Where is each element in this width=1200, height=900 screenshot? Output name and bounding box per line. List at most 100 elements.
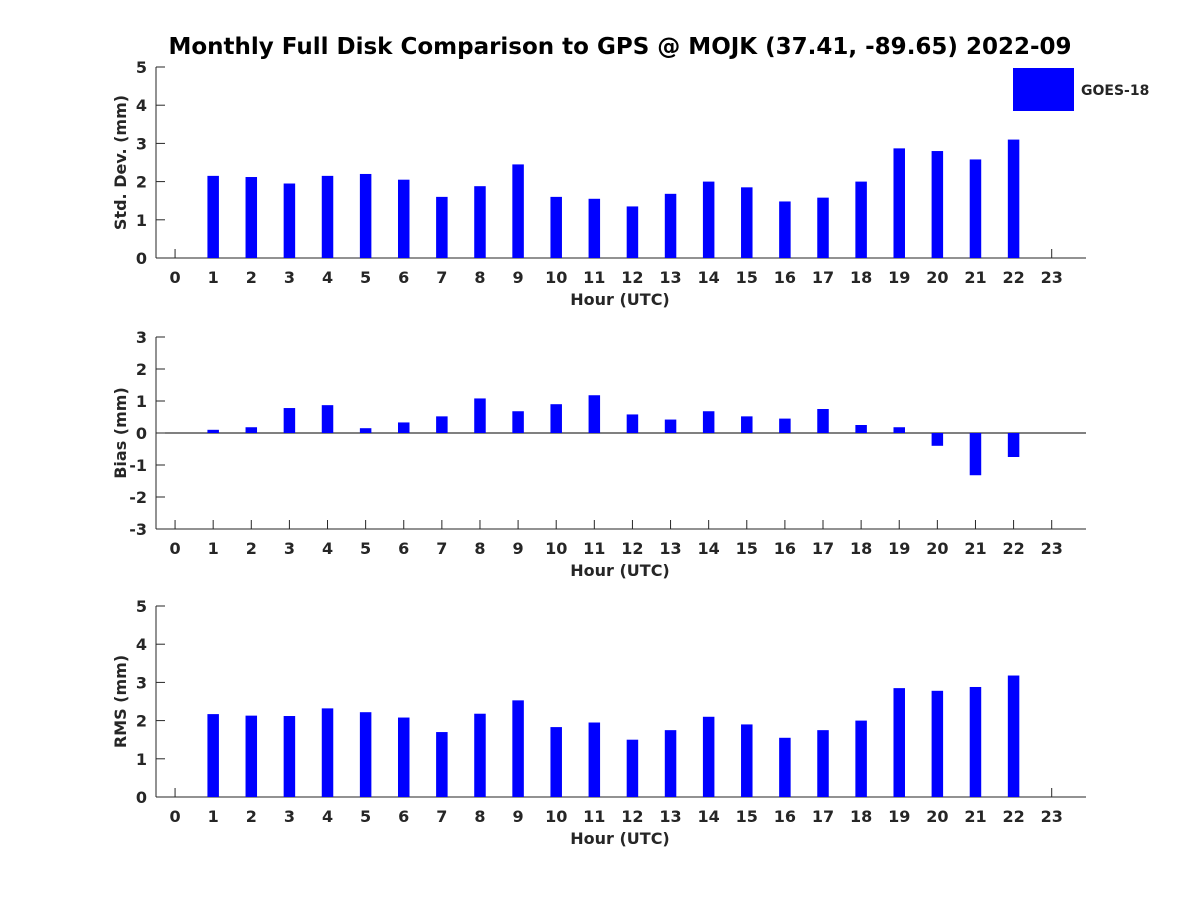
- bar: [702, 411, 715, 433]
- x-tick-label: 19: [888, 807, 910, 826]
- y-tick-label: 2: [136, 712, 147, 731]
- x-tick-label: 18: [850, 539, 872, 558]
- x-tick-label: 8: [474, 539, 485, 558]
- bar: [436, 196, 448, 258]
- bar: [283, 183, 296, 258]
- x-tick-label: 4: [322, 539, 333, 558]
- x-tick-label: 15: [736, 539, 758, 558]
- x-tick-label: 6: [398, 807, 409, 826]
- x-tick-label: 11: [583, 539, 605, 558]
- bar: [245, 177, 258, 258]
- x-tick-label: 18: [850, 268, 872, 287]
- x-axis-label: Hour (UTC): [570, 290, 670, 309]
- x-tick-label: 17: [812, 807, 834, 826]
- legend-swatch: [1013, 68, 1074, 111]
- x-tick-label: 20: [926, 539, 948, 558]
- bar: [321, 708, 334, 797]
- bar: [436, 416, 448, 433]
- bar: [474, 186, 486, 258]
- bar: [283, 716, 296, 797]
- x-tick-label: 18: [850, 807, 872, 826]
- bar: [931, 151, 944, 258]
- bar: [1007, 675, 1020, 797]
- x-tick-label: 17: [812, 539, 834, 558]
- x-tick-label: 3: [284, 539, 295, 558]
- chart-title: Monthly Full Disk Comparison to GPS @ MO…: [168, 34, 1071, 60]
- bar: [207, 429, 219, 433]
- x-tick-label: 23: [1041, 539, 1063, 558]
- bar: [436, 732, 448, 797]
- x-tick-label: 8: [474, 268, 485, 287]
- y-tick-label: 5: [136, 58, 147, 77]
- y-axis-label: Bias (mm): [111, 387, 130, 479]
- y-tick-label: -2: [129, 488, 147, 507]
- bar: [626, 206, 639, 258]
- x-tick-label: 23: [1041, 807, 1063, 826]
- x-axis-label: Hour (UTC): [570, 829, 670, 848]
- bar: [245, 427, 258, 433]
- bar: [359, 428, 372, 433]
- x-tick-label: 0: [169, 268, 180, 287]
- x-tick-label: 13: [659, 539, 681, 558]
- x-tick-label: 2: [246, 539, 257, 558]
- x-tick-label: 1: [208, 539, 219, 558]
- y-tick-label: 1: [136, 392, 147, 411]
- bar: [779, 737, 791, 797]
- bar: [512, 700, 524, 797]
- y-tick-label: 0: [136, 249, 147, 268]
- y-tick-label: 5: [136, 597, 147, 616]
- x-tick-label: 2: [246, 268, 257, 287]
- bar: [512, 411, 524, 433]
- x-tick-label: 5: [360, 539, 371, 558]
- bar: [550, 196, 562, 258]
- bar: [474, 713, 486, 797]
- y-axis-label: Std. Dev. (mm): [111, 95, 130, 230]
- bar: [588, 198, 601, 258]
- x-tick-label: 6: [398, 539, 409, 558]
- x-tick-label: 12: [621, 807, 643, 826]
- x-tick-label: 15: [736, 268, 758, 287]
- bar: [1007, 433, 1020, 457]
- x-tick-label: 20: [926, 268, 948, 287]
- bar: [207, 714, 219, 797]
- y-tick-label: 1: [136, 211, 147, 230]
- bar: [779, 201, 791, 258]
- bar: [931, 690, 944, 797]
- x-tick-label: 11: [583, 268, 605, 287]
- x-tick-label: 12: [621, 268, 643, 287]
- bar: [893, 688, 905, 797]
- bar: [893, 148, 905, 258]
- x-tick-label: 9: [513, 268, 524, 287]
- x-tick-label: 4: [322, 807, 333, 826]
- x-tick-label: 19: [888, 268, 910, 287]
- bar: [779, 418, 791, 433]
- x-tick-label: 16: [774, 268, 796, 287]
- bar: [283, 408, 296, 433]
- bar: [321, 405, 334, 433]
- y-tick-label: 1: [136, 750, 147, 769]
- x-tick-label: 0: [169, 539, 180, 558]
- x-tick-label: 7: [436, 539, 447, 558]
- bar: [245, 715, 258, 797]
- bar: [855, 425, 867, 433]
- bar: [702, 716, 715, 797]
- y-tick-label: 0: [136, 424, 147, 443]
- x-tick-label: 7: [436, 807, 447, 826]
- x-tick-label: 21: [964, 539, 986, 558]
- bar: [626, 414, 639, 433]
- bar: [664, 193, 677, 258]
- bar: [969, 433, 982, 476]
- x-tick-label: 13: [659, 268, 681, 287]
- x-tick-label: 20: [926, 807, 948, 826]
- bar: [817, 409, 829, 433]
- bar: [207, 175, 219, 258]
- x-tick-label: 22: [1002, 807, 1024, 826]
- bar: [321, 175, 334, 258]
- x-tick-label: 16: [774, 539, 796, 558]
- x-tick-label: 1: [208, 268, 219, 287]
- bar: [626, 739, 639, 797]
- legend-label: GOES-18: [1081, 83, 1149, 99]
- x-tick-label: 5: [360, 268, 371, 287]
